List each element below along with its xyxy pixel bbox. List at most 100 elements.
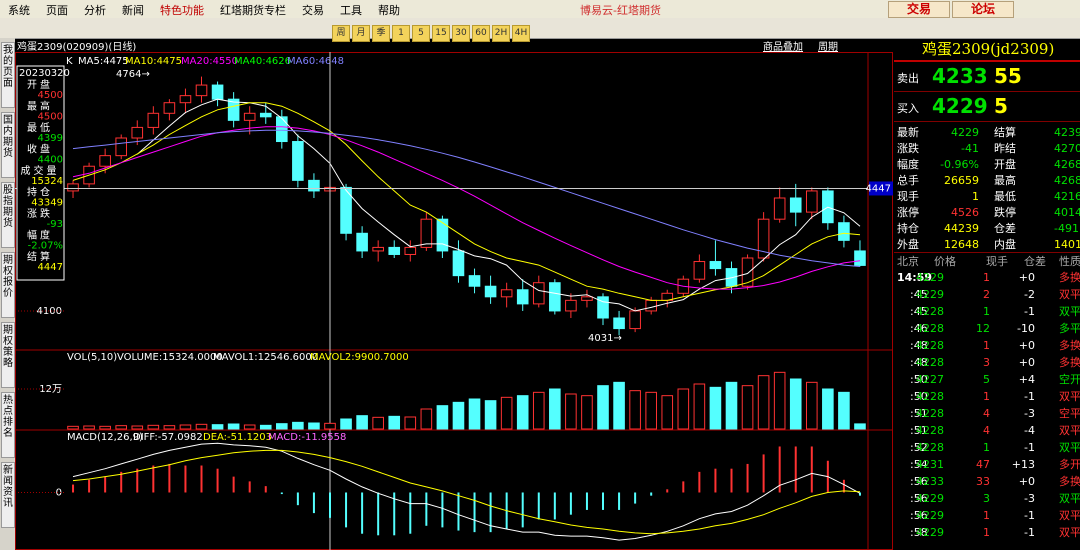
period-button[interactable]: 季: [372, 25, 390, 42]
stat-value: -41: [961, 142, 979, 155]
stat-value: 4239: [1054, 126, 1080, 139]
tick-time: :56: [910, 475, 928, 488]
macd-legend: MACD(12,26,9): [67, 432, 143, 443]
stat-label: 昨结: [994, 142, 1016, 155]
tick-time: :48: [910, 339, 928, 352]
candle-body: [259, 112, 272, 118]
side-tabs: 我的页面国内期货股指期货期权报价期权策略热点排名新闻资讯: [0, 38, 15, 550]
period-button[interactable]: 1: [392, 25, 410, 42]
menu-item[interactable]: 新闻: [122, 4, 144, 17]
side-tab[interactable]: 新闻资讯: [1, 462, 15, 528]
volume-bar: [372, 416, 384, 430]
candle-body: [757, 218, 770, 259]
tick-time: :56: [910, 492, 928, 505]
tick-row: :51 4228 4 -4 双平: [894, 422, 1080, 439]
volume-bar: [581, 395, 593, 430]
tick-row: :46 4228 12 -10 多平: [894, 320, 1080, 337]
period-link[interactable]: 周期: [818, 42, 838, 53]
stat-value: 26659: [944, 174, 979, 187]
info-label: 涨跌: [27, 207, 53, 220]
volume-bar: [356, 415, 368, 430]
side-tab[interactable]: 股指期货: [1, 182, 15, 248]
period-button[interactable]: 周: [332, 25, 350, 42]
tick-volume: 1: [983, 271, 990, 284]
tick-price: 4228: [916, 305, 944, 318]
toolbar: 周月季 1 5 15 30 60 2H 4H: [0, 18, 1080, 42]
tick-price: 4228: [916, 424, 944, 437]
diff-line: [72, 442, 861, 541]
menu-item[interactable]: 交易: [302, 4, 324, 17]
overlay-link[interactable]: 商品叠加: [763, 42, 803, 53]
stat-row: 现手 1 最低 4216: [894, 188, 1080, 204]
volume-bar: [163, 425, 176, 430]
volume-bar: [227, 423, 240, 430]
volume-bar: [131, 425, 144, 430]
volume-bar: [629, 390, 641, 430]
tick-nature: 多平: [1059, 322, 1080, 335]
stat-row: 涨停 4526 跌停 4014: [894, 204, 1080, 220]
forum-button[interactable]: 论坛: [952, 1, 1014, 18]
period-button[interactable]: 月: [352, 25, 370, 42]
menu-bar: 系统 页面 分析 新闻 特色功能 红塔期货专栏 交易 工具 帮助: [0, 0, 1080, 18]
period-button[interactable]: 2H: [492, 25, 510, 42]
volume-bar: [854, 423, 866, 430]
vol-legend: MAVOL2:9900.7000: [310, 352, 409, 363]
macd-legend: DIFF:-57.0982: [133, 432, 203, 443]
candle-body: [693, 261, 706, 280]
tick-nature: 多换: [1059, 356, 1080, 369]
side-tab[interactable]: 期权报价: [1, 252, 15, 318]
tick-oi: -3: [1024, 492, 1035, 505]
menu-item[interactable]: 工具: [340, 4, 362, 17]
stat-value: 4268: [1054, 158, 1080, 171]
menu-item[interactable]: 系统: [8, 4, 30, 17]
info-label: 结算: [27, 250, 53, 263]
tick-volume: 12: [976, 322, 990, 335]
tick-price: 4228: [916, 322, 944, 335]
volume-bar: [773, 371, 786, 430]
tick-row: :54 4231 47 +13 多开: [894, 456, 1080, 473]
ma-legend: MA20:4550: [181, 56, 238, 67]
volume-bar: [420, 408, 433, 430]
tick-nature: 多换: [1059, 271, 1080, 284]
candle-body: [741, 257, 754, 287]
ma-line: [72, 102, 861, 301]
tick-oi: -1: [1024, 305, 1035, 318]
tick-nature: 双平: [1059, 390, 1080, 403]
side-tab[interactable]: 期权策略: [1, 322, 15, 388]
tick-nature: 双平: [1059, 288, 1080, 301]
candle-body: [452, 250, 465, 277]
side-tab[interactable]: 我的页面: [1, 42, 15, 108]
chart-bg: [15, 52, 893, 550]
trade-button[interactable]: 交易: [888, 1, 950, 18]
stat-label: 结算: [994, 126, 1016, 139]
menu-item[interactable]: 特色功能: [160, 4, 204, 17]
period-button[interactable]: 5: [412, 25, 430, 42]
menu-item[interactable]: 分析: [84, 4, 106, 17]
candle-body: [340, 186, 352, 234]
period-button[interactable]: 4H: [512, 25, 530, 42]
menu-item[interactable]: 页面: [46, 4, 68, 17]
period-button[interactable]: 15: [432, 25, 450, 42]
period-button[interactable]: 60: [472, 25, 490, 42]
stat-value: -4911: [1054, 222, 1080, 235]
tick-header-cell: 北京: [897, 255, 919, 268]
volume-bar: [484, 400, 497, 430]
volume-bar: [243, 424, 256, 430]
side-tab[interactable]: 国内期货: [1, 112, 15, 178]
tick-time: :54: [910, 458, 928, 471]
info-label: 开盘: [27, 78, 53, 91]
tick-volume: 1: [983, 441, 990, 454]
tick-time: :51: [910, 424, 928, 437]
tick-time: :50: [910, 373, 928, 386]
tick-nature: 双平: [1059, 424, 1080, 437]
side-tab[interactable]: 热点排名: [1, 392, 15, 458]
candle-body: [115, 137, 128, 157]
chart-title: 鸡蛋2309(020909)(日线): [17, 42, 137, 53]
info-box: [16, 65, 65, 281]
volume-bar: [404, 416, 417, 430]
period-button[interactable]: 30: [452, 25, 470, 42]
ma-legend: MA5:4475: [78, 56, 129, 67]
menu-item[interactable]: 红塔期货专栏: [220, 4, 286, 17]
info-value: 4500: [38, 112, 63, 123]
menu-item[interactable]: 帮助: [378, 4, 400, 17]
